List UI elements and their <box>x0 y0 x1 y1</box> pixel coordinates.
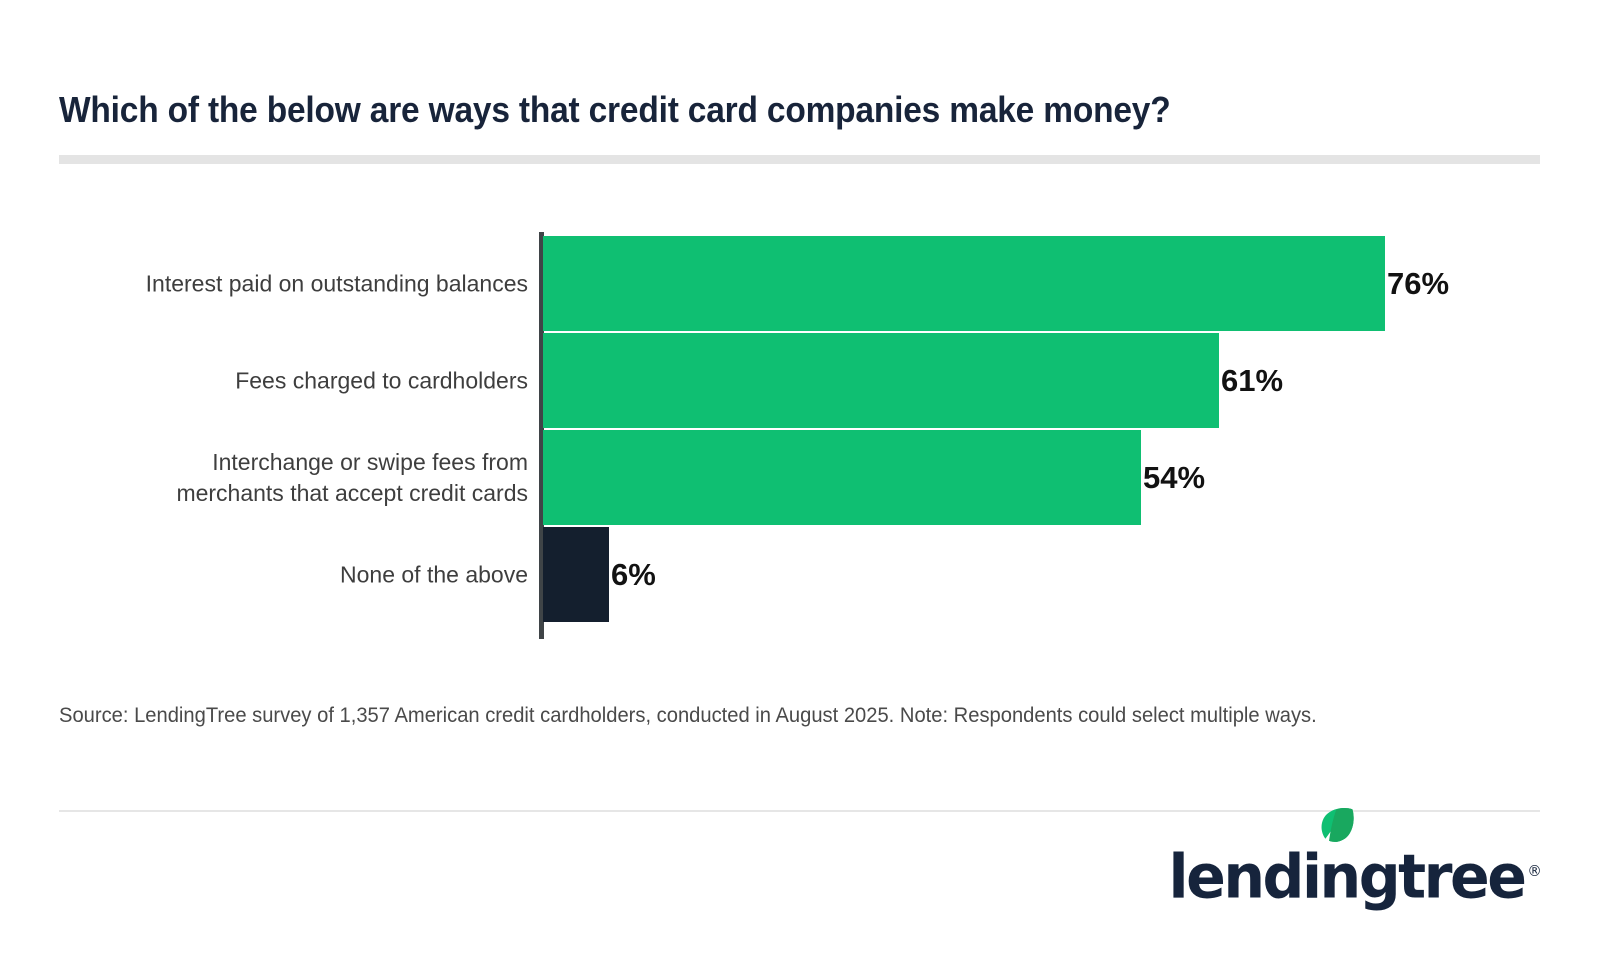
bar-row: Fees charged to cardholders 61% <box>0 333 1600 428</box>
bar-track: 54% <box>543 430 1205 525</box>
bar-value-label: 61% <box>1221 363 1284 398</box>
bar-track: 6% <box>543 527 656 622</box>
page-title: Which of the below are ways that credit … <box>59 89 1171 130</box>
leaf-icon <box>1321 807 1354 842</box>
bar-row: Interchange or swipe fees from merchants … <box>0 430 1600 525</box>
lendingtree-logo: lendingtree ® <box>1153 807 1542 908</box>
bar-value-label: 76% <box>1387 266 1450 301</box>
bar-track: 76% <box>543 236 1449 331</box>
bar-rect <box>543 333 1219 428</box>
footer-divider <box>59 810 1540 812</box>
bar-category-label: None of the above <box>340 561 528 587</box>
source-note: Source: LendingTree survey of 1,357 Amer… <box>59 704 1317 727</box>
logo-wordmark-wrap: lendingtree ® <box>1169 807 1542 908</box>
bar-row: None of the above 6% <box>0 527 1600 622</box>
bar-value-label: 6% <box>611 557 656 592</box>
bar-rect <box>543 236 1385 331</box>
bar-rect <box>543 430 1141 525</box>
bar-rect <box>543 527 609 622</box>
bar-value-label: 54% <box>1143 460 1206 495</box>
logo-wordmark-text: lendingtree <box>1168 841 1527 912</box>
title-divider <box>59 155 1540 164</box>
bar-category-label: Fees charged to cardholders <box>235 367 528 393</box>
value-axis-line <box>539 232 544 639</box>
registered-trademark-icon: ® <box>1527 861 1542 880</box>
bar-category-label: Interest paid on outstanding balances <box>145 270 528 296</box>
bar-track: 61% <box>543 333 1283 428</box>
bar-row: Interest paid on outstanding balances 76% <box>0 236 1600 331</box>
bar-category-label: Interchange or swipe fees from merchants … <box>176 448 528 506</box>
